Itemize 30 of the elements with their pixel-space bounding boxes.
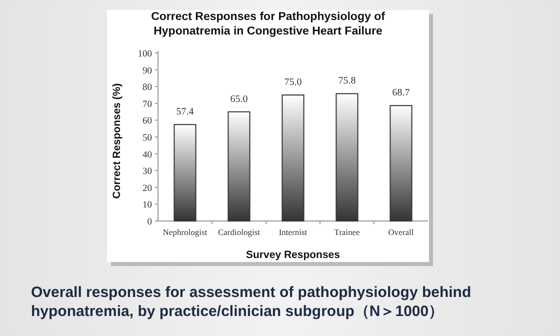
y-tick-label: 80: [142, 83, 152, 94]
y-tick-label: 30: [142, 167, 152, 178]
y-tick-label: 0: [147, 218, 152, 228]
y-axis-title: Correct Responses (%): [111, 83, 123, 199]
x-tick-label: Overall: [388, 227, 414, 237]
y-tick-label: 70: [142, 100, 152, 110]
x-tick-label: Cardiologist: [218, 227, 261, 237]
y-tick-label: 50: [142, 134, 152, 144]
x-tick-label: Nephrologist: [162, 227, 208, 237]
bar: [390, 105, 412, 222]
x-tick-label: Internist: [278, 227, 308, 237]
bar: [228, 111, 250, 222]
bar: [336, 93, 358, 222]
data-label: 65.0: [230, 94, 248, 105]
y-tick-label: 20: [142, 184, 152, 194]
data-label: 68.7: [392, 88, 410, 99]
data-label: 75.0: [284, 77, 302, 88]
x-tick-label: Trainee: [334, 227, 360, 237]
data-label: 57.4: [176, 106, 194, 118]
data-label: 75.8: [338, 76, 356, 87]
bar: [282, 94, 304, 222]
x-axis-title: Survey Responses: [246, 249, 340, 261]
y-tick-label: 90: [142, 66, 152, 76]
y-tick-label: 10: [142, 200, 152, 211]
bar: [174, 124, 196, 222]
chart-title: Correct Responses for Pathophysiology of Hyponatremia in Congestive Heart Failure: [151, 11, 386, 38]
text: Overall responses for assessment of pathophysiology behind hyponatremia, by practice/clinician subgroup（N＞1000）: [31, 284, 472, 321]
y-tick-label: 40: [142, 150, 152, 160]
y-tick-label: 60: [142, 116, 152, 127]
y-tick-label: 100: [138, 50, 152, 60]
